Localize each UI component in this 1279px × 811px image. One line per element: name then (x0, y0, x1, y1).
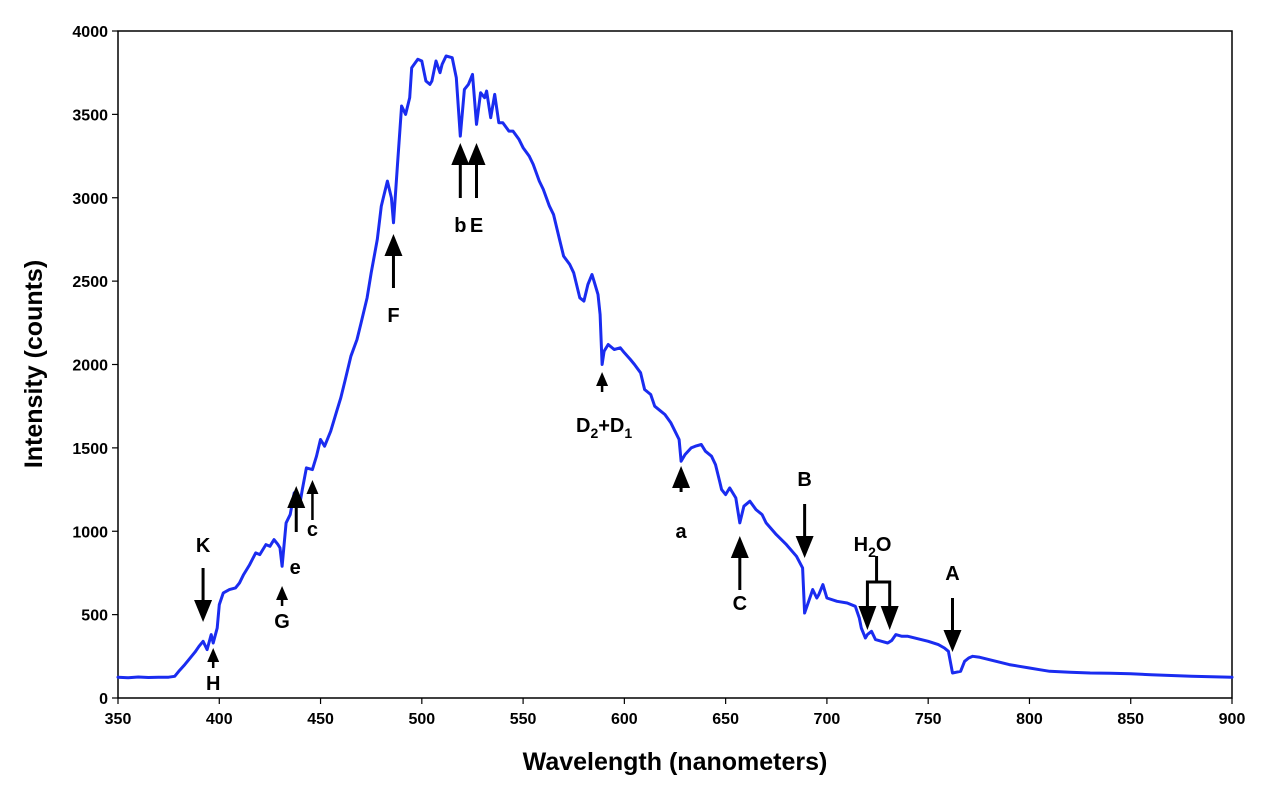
x-tick-label: 550 (510, 711, 537, 728)
annotations: K H Gec Fb E D2+D1 a C B H2O A (194, 143, 962, 695)
annotation-arrow-g (276, 586, 289, 606)
y-axis: 0 500 1000 1500 2000 2500 3000 3500 4000 (72, 24, 118, 708)
x-tick-label: 900 (1219, 711, 1246, 728)
annotation-arrow-c (306, 480, 319, 520)
x-tick-label: 350 (105, 711, 132, 728)
annotation-label: a (676, 521, 688, 543)
x-tick-label: 450 (307, 711, 334, 728)
annotation-label: H (206, 673, 220, 695)
annotation-label: e (290, 557, 301, 579)
y-tick-label: 1500 (72, 441, 108, 458)
annotation-arrow-k (194, 568, 213, 622)
x-tick-label: 500 (408, 711, 435, 728)
annotation-arrow-a (943, 598, 962, 652)
y-tick-label: 1000 (72, 524, 108, 541)
annotation-label: b (454, 215, 466, 237)
annotation-label: C (733, 593, 747, 615)
annotation-label: D2+D1 (576, 415, 632, 441)
annotation-arrow-f (384, 234, 403, 288)
x-tick-label: 800 (1016, 711, 1043, 728)
annotation-arrow-a (672, 466, 691, 492)
x-tick-label: 750 (915, 711, 942, 728)
x-tick-label: 650 (712, 711, 739, 728)
annotation-label: B (797, 469, 811, 491)
x-axis: 350 400 450 500 550 600 650 700 750 800 850 900 (105, 698, 1246, 728)
annotation-arrow-e (287, 486, 306, 532)
x-tick-label: 850 (1117, 711, 1144, 728)
y-tick-label: 0 (99, 691, 108, 708)
x-tick-label: 700 (814, 711, 841, 728)
y-axis-title: Intensity (counts) (20, 260, 48, 468)
annotation-label: c (307, 519, 318, 541)
annotation-label: A (945, 563, 959, 585)
y-tick-label: 4000 (72, 24, 108, 41)
y-tick-label: 500 (81, 608, 108, 625)
y-tick-label: 2000 (72, 358, 108, 375)
y-tick-label: 2500 (72, 274, 108, 291)
annotation-label: F (387, 305, 399, 327)
annotation-label: K (196, 535, 211, 557)
annotation-h2o-bracket (858, 556, 899, 630)
annotation-arrow-h (207, 648, 220, 668)
y-tick-label: 3500 (72, 107, 108, 124)
x-axis-title: Wavelength (nanometers) (523, 748, 828, 776)
annotation-label: H2O (854, 534, 892, 560)
annotation-label: G (274, 611, 290, 633)
annotation-arrow-d (596, 372, 609, 392)
x-tick-label: 400 (206, 711, 233, 728)
annotation-label: E (470, 215, 483, 237)
annotation-arrow-b (451, 143, 470, 198)
annotation-arrow-b (795, 504, 814, 558)
annotation-arrow-e (467, 143, 486, 198)
x-tick-label: 600 (611, 711, 638, 728)
series-line-solar-spectrum (116, 54, 1234, 680)
y-tick-label: 3000 (72, 191, 108, 208)
annotation-arrow-c (730, 536, 749, 590)
